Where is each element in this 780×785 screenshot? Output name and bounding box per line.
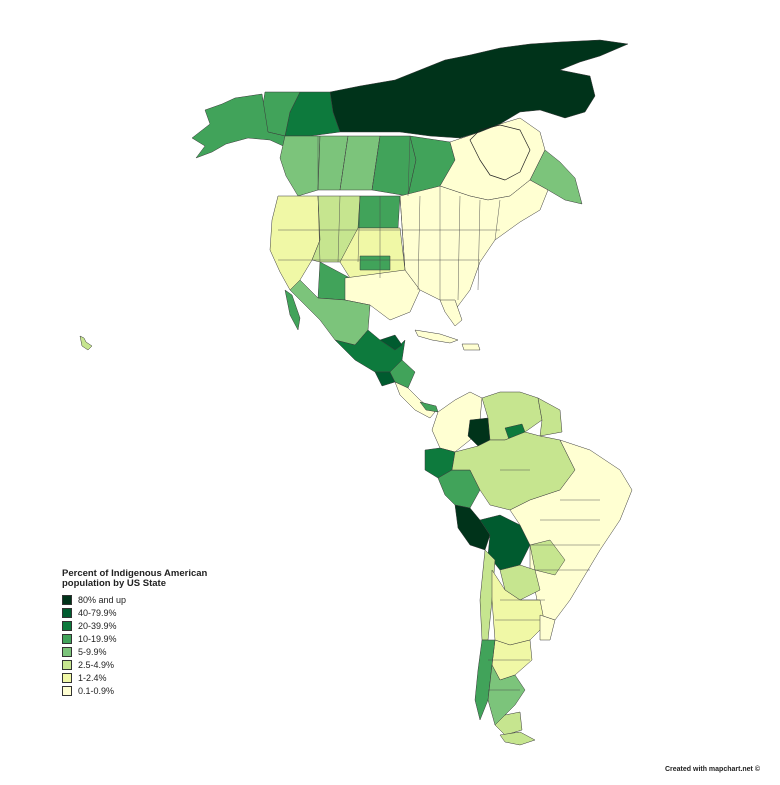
region-hispaniola bbox=[461, 343, 481, 351]
legend-label: 2.5-4.9% bbox=[78, 659, 115, 670]
region-tierra-del-fuego bbox=[499, 731, 536, 746]
legend-label: 1-2.4% bbox=[78, 672, 107, 683]
legend-swatch bbox=[62, 620, 72, 631]
region-mexico-south bbox=[334, 329, 406, 373]
legend-item: 10-19.9% bbox=[62, 632, 242, 645]
region-bc bbox=[279, 135, 321, 197]
legend-item: 2.5-4.9% bbox=[62, 658, 242, 671]
legend-label: 20-39.9% bbox=[78, 620, 117, 631]
legend-label: 10-19.9% bbox=[78, 633, 117, 644]
region-baja bbox=[284, 289, 301, 331]
region-usa-east bbox=[399, 179, 549, 311]
legend-swatch bbox=[62, 607, 72, 618]
legend-title: Percent of Indigenous American populatio… bbox=[62, 568, 208, 589]
legend-items: 80% and up 40-79.9% 20-39.9% 10-19.9% 5-9.9%… bbox=[62, 593, 242, 697]
legend-item: 80% and up bbox=[62, 593, 242, 606]
state-borders bbox=[278, 135, 600, 691]
legend-label: 80% and up bbox=[78, 594, 127, 605]
legend-swatch bbox=[62, 659, 72, 670]
legend-item: 0.1-0.9% bbox=[62, 684, 242, 697]
region-usa-dakotas bbox=[357, 195, 401, 229]
legend-item: 5-9.9% bbox=[62, 645, 242, 658]
legend-swatch bbox=[62, 633, 72, 644]
region-santa-cruz bbox=[494, 711, 523, 736]
legend-label: 0.1-0.9% bbox=[78, 685, 115, 696]
region-peru-south bbox=[454, 504, 491, 551]
region-argentina-north bbox=[491, 569, 546, 646]
legend: Percent of Indigenous American populatio… bbox=[62, 569, 242, 697]
legend-swatch bbox=[62, 646, 72, 657]
region-guyanas bbox=[537, 397, 563, 437]
region-uruguay bbox=[539, 614, 556, 641]
legend-swatch bbox=[62, 594, 72, 605]
greenland-coast bbox=[469, 124, 531, 181]
region-central-america-south bbox=[394, 381, 436, 419]
region-hawaii bbox=[79, 335, 93, 351]
legend-swatch bbox=[62, 672, 72, 683]
region-alaska bbox=[191, 93, 293, 159]
region-yucatan bbox=[379, 334, 403, 351]
legend-label: 5-9.9% bbox=[78, 646, 107, 657]
legend-item: 20-39.9% bbox=[62, 619, 242, 632]
region-nunavut bbox=[329, 39, 629, 139]
region-usa-west bbox=[269, 195, 321, 291]
legend-label: 40-79.9% bbox=[78, 607, 117, 618]
legend-swatch bbox=[62, 685, 72, 696]
region-patagonia bbox=[487, 664, 526, 726]
region-cuba bbox=[414, 329, 459, 344]
region-florida bbox=[439, 299, 463, 327]
region-venezuela bbox=[481, 391, 543, 441]
legend-item: 1-2.4% bbox=[62, 671, 242, 684]
region-honduras bbox=[389, 359, 416, 389]
region-oklahoma bbox=[359, 255, 391, 271]
legend-item: 40-79.9% bbox=[62, 606, 242, 619]
credit-text: Created with mapchart.net © bbox=[664, 766, 760, 773]
region-mato-grosso-sul bbox=[529, 539, 566, 576]
